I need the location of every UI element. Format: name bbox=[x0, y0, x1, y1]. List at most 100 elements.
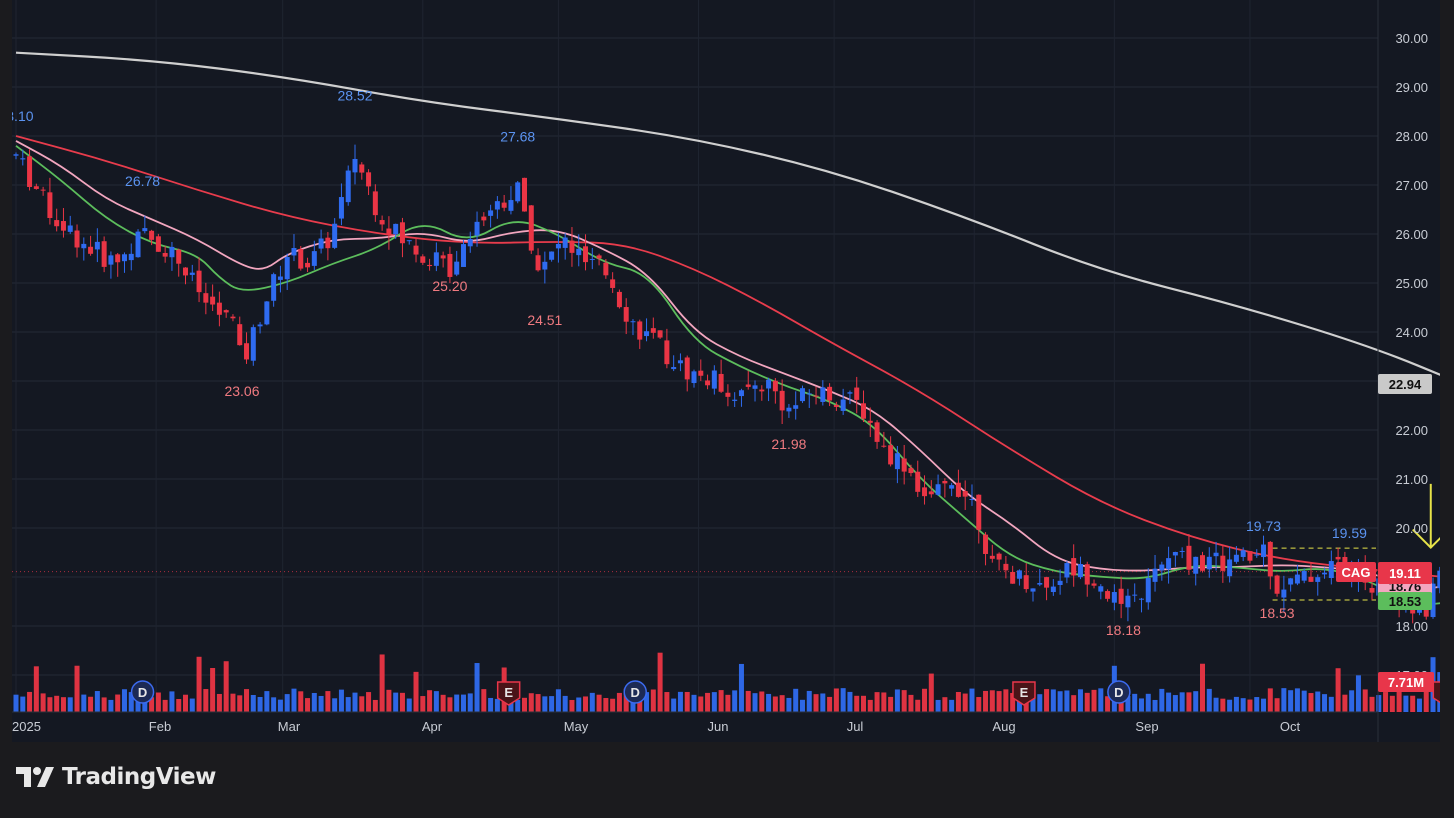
highlow-label: 27.68 bbox=[500, 129, 535, 145]
event-marker-dividend[interactable]: D bbox=[623, 680, 647, 704]
volume-bar bbox=[908, 694, 914, 712]
price-tick-label: 26.00 bbox=[1395, 227, 1428, 242]
event-marker-earnings[interactable]: E bbox=[1012, 681, 1036, 706]
volume-bar bbox=[1403, 695, 1409, 712]
volume-bar bbox=[1301, 690, 1307, 712]
time-axis[interactable]: 2025 Feb Mar Apr May Jun Jul Aug Sep Oct bbox=[12, 711, 1378, 734]
candle bbox=[515, 181, 521, 204]
candle bbox=[447, 246, 453, 284]
chart-panel[interactable]: D E D E D E 28.10 26.78 23.06 28.52 25.20 27.68 24.… bbox=[12, 0, 1440, 742]
candle bbox=[745, 370, 751, 390]
candle bbox=[298, 245, 304, 271]
volume-bar bbox=[325, 691, 331, 712]
candle bbox=[366, 169, 372, 196]
volume-bar bbox=[1308, 693, 1314, 712]
price-axis[interactable]: 30.0029.0028.0027.0026.0025.0024.0023.00… bbox=[1377, 0, 1428, 742]
event-marker-label: D bbox=[631, 685, 640, 700]
volume-bar bbox=[40, 693, 46, 712]
volume-bar bbox=[33, 666, 39, 712]
volume-bar bbox=[528, 693, 534, 712]
candle bbox=[318, 229, 324, 254]
event-marker-dividend[interactable]: D bbox=[1107, 680, 1131, 704]
candle bbox=[1261, 535, 1267, 567]
volume-bar bbox=[1349, 690, 1355, 712]
tradingview-logo[interactable]: TradingView bbox=[16, 764, 216, 790]
candle bbox=[569, 227, 575, 267]
candle bbox=[983, 532, 989, 566]
volume-bar bbox=[664, 692, 670, 712]
candle bbox=[1220, 545, 1226, 583]
candle bbox=[135, 229, 141, 258]
volume-bar bbox=[515, 699, 521, 712]
ma-line-ma20 bbox=[15, 140, 1440, 590]
candle bbox=[406, 240, 412, 245]
candle bbox=[542, 251, 548, 284]
candle bbox=[481, 212, 487, 227]
volume-bar bbox=[135, 699, 141, 712]
volume-bar bbox=[27, 691, 33, 712]
volume-bar bbox=[983, 690, 989, 712]
volume-bar bbox=[447, 697, 453, 712]
volume-bar bbox=[1281, 688, 1287, 712]
candle bbox=[440, 251, 446, 268]
candle bbox=[583, 234, 589, 271]
volume-bar bbox=[1315, 691, 1321, 712]
volume-bar bbox=[955, 691, 961, 712]
candle bbox=[630, 319, 636, 336]
candle bbox=[718, 359, 724, 393]
candle bbox=[352, 144, 358, 185]
volume-bar bbox=[1098, 688, 1104, 712]
volume-bar bbox=[406, 698, 412, 712]
volume-bar bbox=[922, 688, 928, 712]
volume-bar bbox=[305, 698, 311, 712]
volume-bar bbox=[827, 696, 833, 712]
volume-bar bbox=[928, 673, 934, 712]
volume-bar bbox=[616, 692, 622, 712]
volume-bar bbox=[671, 698, 677, 712]
ma-line-ma200 bbox=[15, 51, 1440, 376]
candle bbox=[332, 218, 338, 250]
volume-bar bbox=[433, 691, 439, 712]
volume-bar bbox=[1152, 699, 1158, 712]
event-marker-dividend[interactable]: D bbox=[130, 680, 155, 704]
volume-bar bbox=[569, 699, 575, 712]
candle bbox=[1152, 554, 1158, 592]
ma10-badge-text: 18.53 bbox=[1389, 594, 1422, 609]
candle bbox=[1071, 544, 1077, 587]
volume-bar bbox=[345, 697, 351, 712]
volume-bar bbox=[244, 689, 250, 712]
candle bbox=[372, 184, 378, 222]
volume-bar bbox=[1057, 691, 1063, 712]
event-marker-earnings[interactable]: E bbox=[496, 681, 521, 706]
volume-bar bbox=[705, 692, 711, 712]
event-marker-earnings[interactable]: E bbox=[1432, 681, 1440, 705]
volume-bar bbox=[1179, 692, 1185, 712]
candle bbox=[1159, 561, 1165, 581]
highlow-labels: 28.10 26.78 23.06 28.52 25.20 27.68 24.51 21.98… bbox=[12, 88, 1367, 639]
candle bbox=[955, 469, 961, 498]
volume-badge-text: 7.71M bbox=[1388, 675, 1424, 690]
highlow-label: 26.78 bbox=[125, 173, 160, 189]
candle bbox=[786, 403, 792, 418]
volume-bar bbox=[277, 699, 283, 712]
volume-bar bbox=[101, 697, 107, 712]
tradingview-logo-text: TradingView bbox=[62, 764, 216, 790]
volume-bar bbox=[379, 654, 385, 712]
arrow-head bbox=[1412, 528, 1440, 550]
candle bbox=[535, 248, 541, 272]
candle bbox=[169, 241, 175, 271]
candle bbox=[772, 378, 778, 404]
price-chart[interactable]: D E D E D E 28.10 26.78 23.06 28.52 25.20 27.68 24.… bbox=[12, 0, 1440, 742]
highlow-label: 28.52 bbox=[337, 88, 372, 104]
volume-bar bbox=[589, 692, 595, 712]
volume-bar bbox=[338, 689, 344, 712]
candle bbox=[1254, 549, 1260, 558]
volume-bar bbox=[1172, 695, 1178, 712]
volume-bar bbox=[942, 697, 948, 712]
candle bbox=[677, 353, 683, 372]
candle bbox=[128, 243, 134, 271]
candle bbox=[861, 390, 866, 422]
candle bbox=[1138, 597, 1144, 613]
volume-bar bbox=[149, 697, 155, 712]
candle bbox=[230, 314, 236, 322]
